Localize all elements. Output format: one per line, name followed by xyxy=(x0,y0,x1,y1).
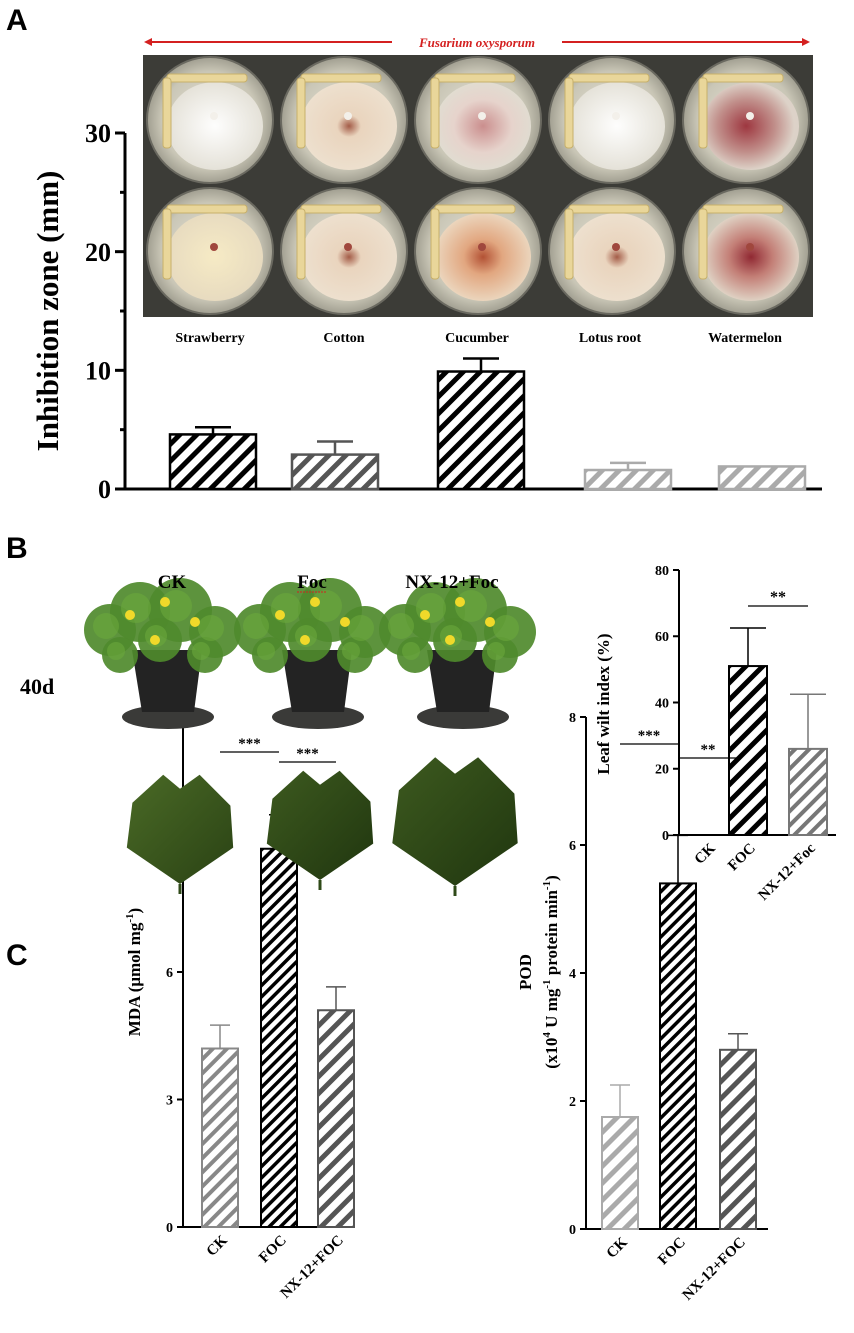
y-tick-label: 6 xyxy=(569,839,576,854)
bar-foc xyxy=(659,882,697,1231)
plate-label-cotton: Cotton xyxy=(323,331,364,346)
bar-cucumber xyxy=(436,370,526,491)
x-tick-label: CK xyxy=(692,840,719,867)
petri-dish-cucumber-1 xyxy=(411,55,545,186)
y-axis-title-part: -1 xyxy=(541,881,553,890)
leaf-photo-nx12-foc xyxy=(392,757,518,886)
y-axis-title: Inhibition zone (mm) xyxy=(30,171,65,452)
plate-label-strawberry: Strawberry xyxy=(175,331,244,346)
x-tick-label: FOC xyxy=(655,1235,689,1269)
y-tick-label: 0 xyxy=(569,1223,576,1238)
significance-label: *** xyxy=(296,746,319,762)
x-tick-label: FOC xyxy=(256,1233,290,1267)
bar-ck xyxy=(201,1047,239,1228)
plate-label-lotus-root: Lotus root xyxy=(579,331,642,346)
y-tick-label: 6 xyxy=(166,966,173,981)
y-tick-label: 60 xyxy=(655,630,669,645)
plant-photo-ck xyxy=(84,578,241,729)
y-axis-title-part: (x10 xyxy=(542,1038,561,1069)
y-axis-title-end: ) xyxy=(125,908,144,914)
significance-label: *** xyxy=(238,736,261,752)
treatment-label-ck: CK xyxy=(158,572,187,593)
y-tick-label: 20 xyxy=(85,238,111,267)
bar-nx-12-foc xyxy=(317,1009,355,1228)
y-tick-label: 30 xyxy=(85,119,111,148)
pathogen-label: Fusarium oxysporum xyxy=(418,35,535,50)
y-tick-label: 4 xyxy=(569,967,576,982)
bar-nx-12-foc xyxy=(719,1048,757,1231)
petri-dish-lotus-root-1 xyxy=(545,55,679,186)
y-axis-title-part: U mg xyxy=(542,988,561,1032)
plate-label-watermelon: Watermelon xyxy=(708,331,782,346)
plate-label-cucumber: Cucumber xyxy=(445,331,509,346)
y-axis-title-part: 4 xyxy=(541,1032,553,1038)
plant-photos xyxy=(84,578,536,896)
panel-label-b: B xyxy=(6,532,28,565)
treatment-label-foc: Foc xyxy=(297,572,327,593)
plate-labels: Strawberry Cotton Cucumber Lotus root Wa… xyxy=(175,331,782,346)
y-axis-title-part: protein min xyxy=(542,890,561,980)
y-axis-title-superscript: -1 xyxy=(124,913,136,922)
y-tick-label: 40 xyxy=(655,696,669,711)
y-tick-label: 0 xyxy=(166,1221,173,1236)
bar-foc xyxy=(728,665,768,836)
leaf-photo-ck xyxy=(126,774,234,884)
y-axis-title-main: MDA (μmol mg xyxy=(125,922,144,1036)
petri-dish-strawberry-2 xyxy=(143,186,277,317)
bar-foc xyxy=(260,847,298,1228)
bar-ck xyxy=(601,1116,639,1230)
y-axis-title: Leaf wilt index (%) xyxy=(594,633,613,774)
panel-label-a: A xyxy=(6,4,28,37)
significance-label: ** xyxy=(701,742,716,758)
bar-watermelon xyxy=(717,465,807,491)
plant-photo-foc xyxy=(234,578,391,729)
y-axis-title-line2: (x104 U mg-1 protein min-1) xyxy=(541,875,561,1069)
bar-nx-12-foc xyxy=(788,747,828,836)
panel-label-c: C xyxy=(6,939,28,972)
petri-dish-cotton-2 xyxy=(277,186,411,317)
x-tick-label: NX-12+FOC xyxy=(680,1235,749,1304)
petri-dish-strawberry-1 xyxy=(143,55,277,186)
petri-dish-cucumber-2 xyxy=(411,186,545,317)
x-tick-label: NX-12+Foc xyxy=(756,840,820,904)
chart-inhibition-zone: 0 10 20 30 Inhibition zone (mm) xyxy=(30,119,822,504)
x-tick-label: CK xyxy=(204,1232,231,1259)
significance-label: *** xyxy=(638,728,661,744)
time-label: 40d xyxy=(20,674,54,699)
y-tick-label: 3 xyxy=(166,1093,173,1108)
bar-lotus-root xyxy=(583,468,673,491)
y-axis-title-part: -1 xyxy=(541,979,553,988)
petri-dish-watermelon-1 xyxy=(679,55,813,186)
y-tick-label: 0 xyxy=(98,475,111,504)
treatment-label-nx12-foc: NX-12+Foc xyxy=(405,572,498,593)
y-axis-title: MDA (μmol mg-1) xyxy=(124,908,144,1036)
bar-strawberry xyxy=(168,433,258,491)
pathogen-arrow xyxy=(144,38,810,46)
petri-dish-lotus-root-2 xyxy=(545,186,679,317)
petri-dish-cotton-1 xyxy=(277,55,411,186)
petri-dish-watermelon-2 xyxy=(679,186,813,317)
y-tick-label: 0 xyxy=(662,829,669,844)
leaf-photo-foc xyxy=(266,770,374,880)
plant-photo-nx12-foc xyxy=(379,578,536,729)
x-tick-label: CK xyxy=(604,1234,631,1261)
y-tick-label: 80 xyxy=(655,564,669,579)
plate-photo-grid xyxy=(143,55,813,317)
y-tick-label: 2 xyxy=(569,1095,576,1110)
bar-cotton xyxy=(290,453,380,491)
y-tick-label: 10 xyxy=(85,356,111,385)
y-tick-label: 20 xyxy=(655,763,669,778)
y-tick-label: 8 xyxy=(569,711,576,726)
y-axis-title-line1: POD xyxy=(516,954,535,990)
y-axis-title-part: ) xyxy=(542,875,561,881)
significance-label: ** xyxy=(770,589,786,606)
x-tick-label: FOC xyxy=(725,841,759,875)
